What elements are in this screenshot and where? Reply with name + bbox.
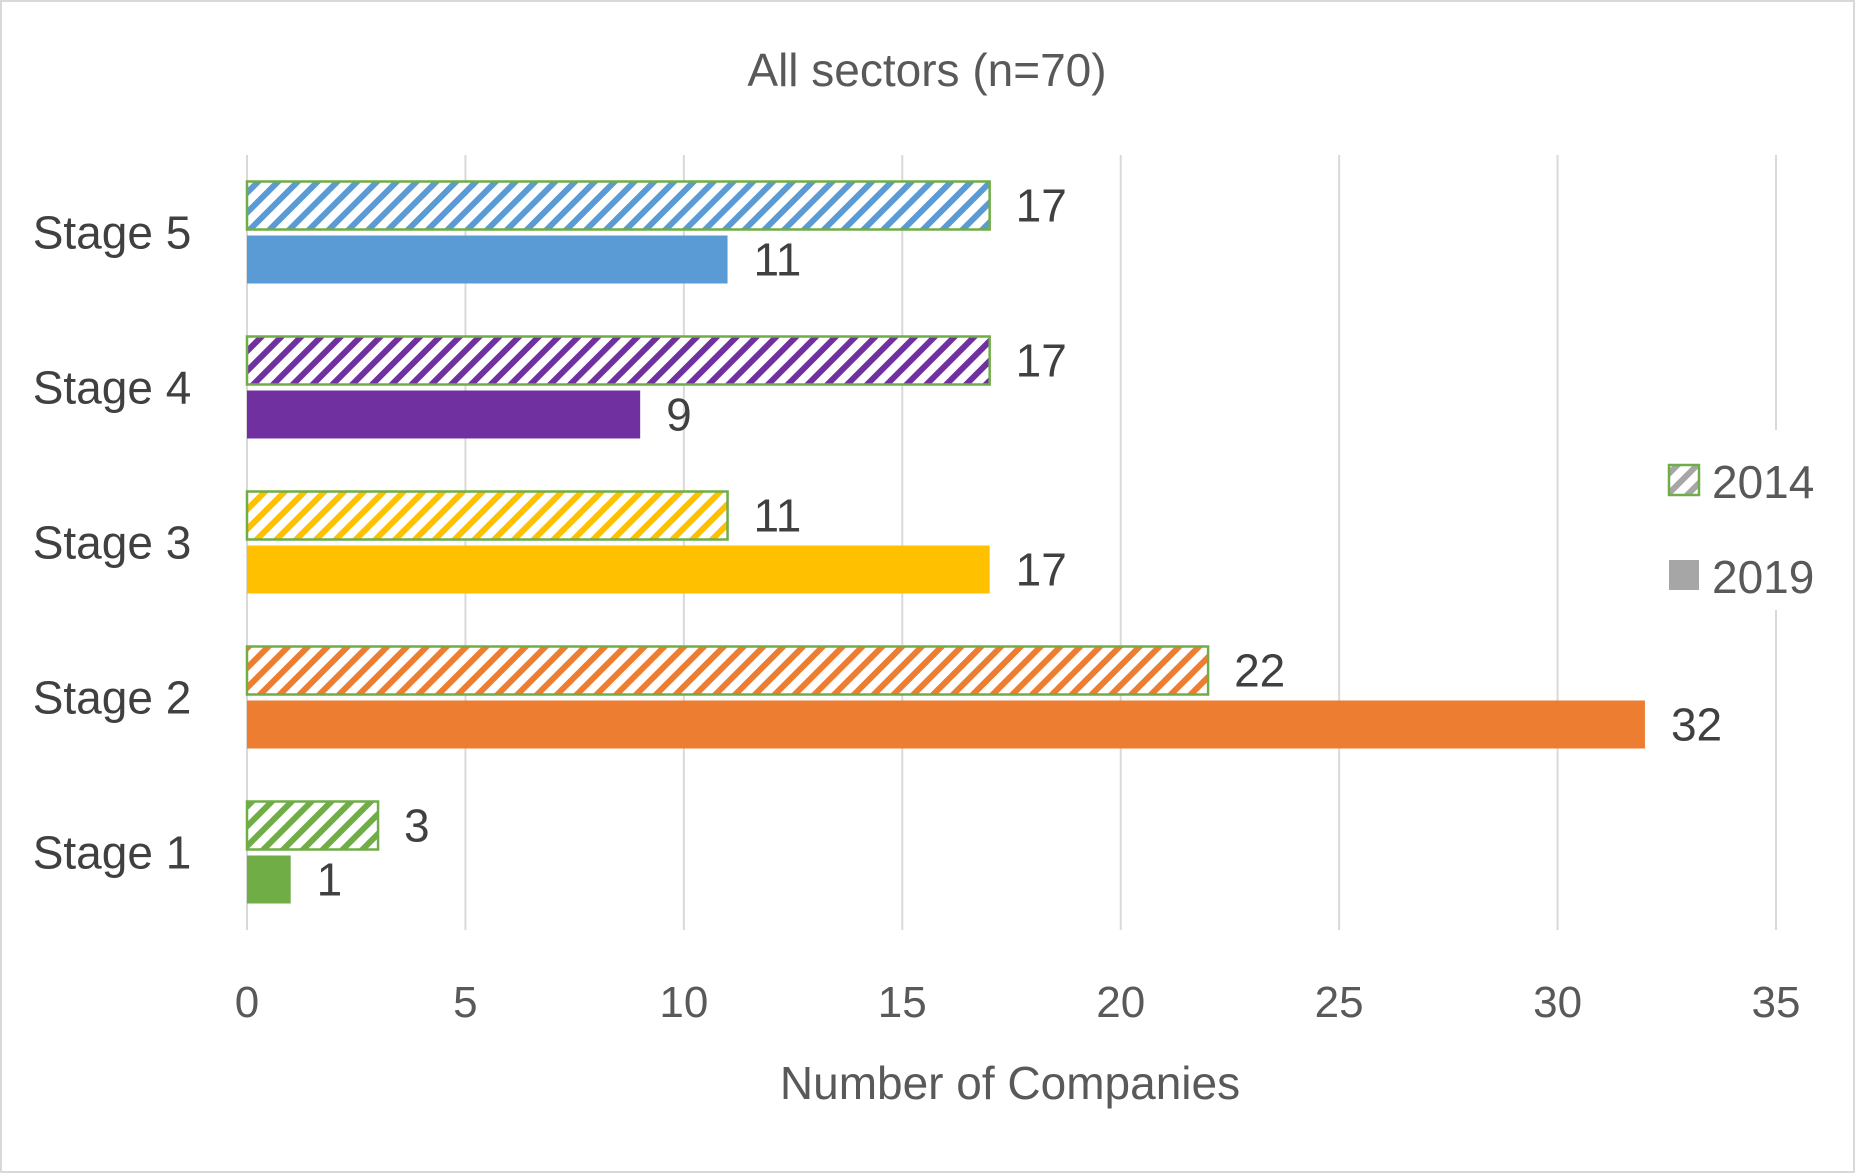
category-label: Stage 2 [33, 672, 192, 724]
data-label-2019: 1 [317, 854, 343, 906]
bar-2019-stage-1 [247, 855, 291, 904]
x-tick-label: 10 [659, 978, 708, 1027]
data-label-2019: 11 [754, 234, 802, 286]
bar-2019-stage-3 [247, 545, 990, 594]
legend-swatch-2019 [1669, 560, 1699, 590]
bar-2019-stage-2 [247, 700, 1645, 749]
bar-2014-stage-1 [245, 800, 380, 851]
bar-2019-stage-5 [247, 235, 728, 284]
data-label-2019: 17 [1016, 544, 1067, 596]
data-labels: 17 11 17 9 11 17 22 32 3 1 [317, 180, 1722, 906]
x-axis-title: Number of Companies [780, 1057, 1240, 1109]
value-axis-ticks: 0 5 10 15 20 25 30 35 [235, 978, 1801, 1027]
category-label: Stage 4 [33, 362, 192, 414]
x-tick-label: 20 [1096, 978, 1145, 1027]
legend: 2014 2019 [1660, 430, 1820, 610]
category-label: Stage 5 [33, 207, 192, 259]
category-label: Stage 1 [33, 827, 192, 879]
x-tick-label: 35 [1752, 978, 1801, 1027]
x-tick-label: 30 [1533, 978, 1582, 1027]
data-label-2014: 22 [1234, 645, 1285, 697]
bar-2019-stage-4 [247, 390, 641, 439]
bar-2014-stage-4 [245, 335, 991, 386]
legend-label-2019: 2019 [1712, 551, 1814, 603]
legend-label-2014: 2014 [1712, 456, 1814, 508]
bar-2014-stage-3 [245, 490, 729, 541]
x-tick-label: 15 [878, 978, 927, 1027]
data-label-2014: 11 [754, 490, 802, 542]
bars [245, 180, 1645, 904]
data-label-2014: 17 [1016, 335, 1067, 387]
legend-swatch-2014 [1667, 463, 1701, 497]
category-axis-labels: Stage 5 Stage 4 Stage 3 Stage 2 Stage 1 [33, 207, 192, 879]
x-tick-label: 25 [1315, 978, 1364, 1027]
data-label-2014: 17 [1016, 180, 1067, 232]
chart-title: All sectors (n=70) [747, 44, 1106, 96]
bar-2014-stage-5 [245, 180, 991, 231]
category-label: Stage 3 [33, 517, 192, 569]
x-tick-label: 0 [235, 978, 259, 1027]
data-label-2014: 3 [404, 800, 430, 852]
data-label-2019: 9 [666, 389, 692, 441]
x-tick-label: 5 [453, 978, 477, 1027]
bar-2014-stage-2 [245, 645, 1210, 696]
data-label-2019: 32 [1671, 699, 1722, 751]
